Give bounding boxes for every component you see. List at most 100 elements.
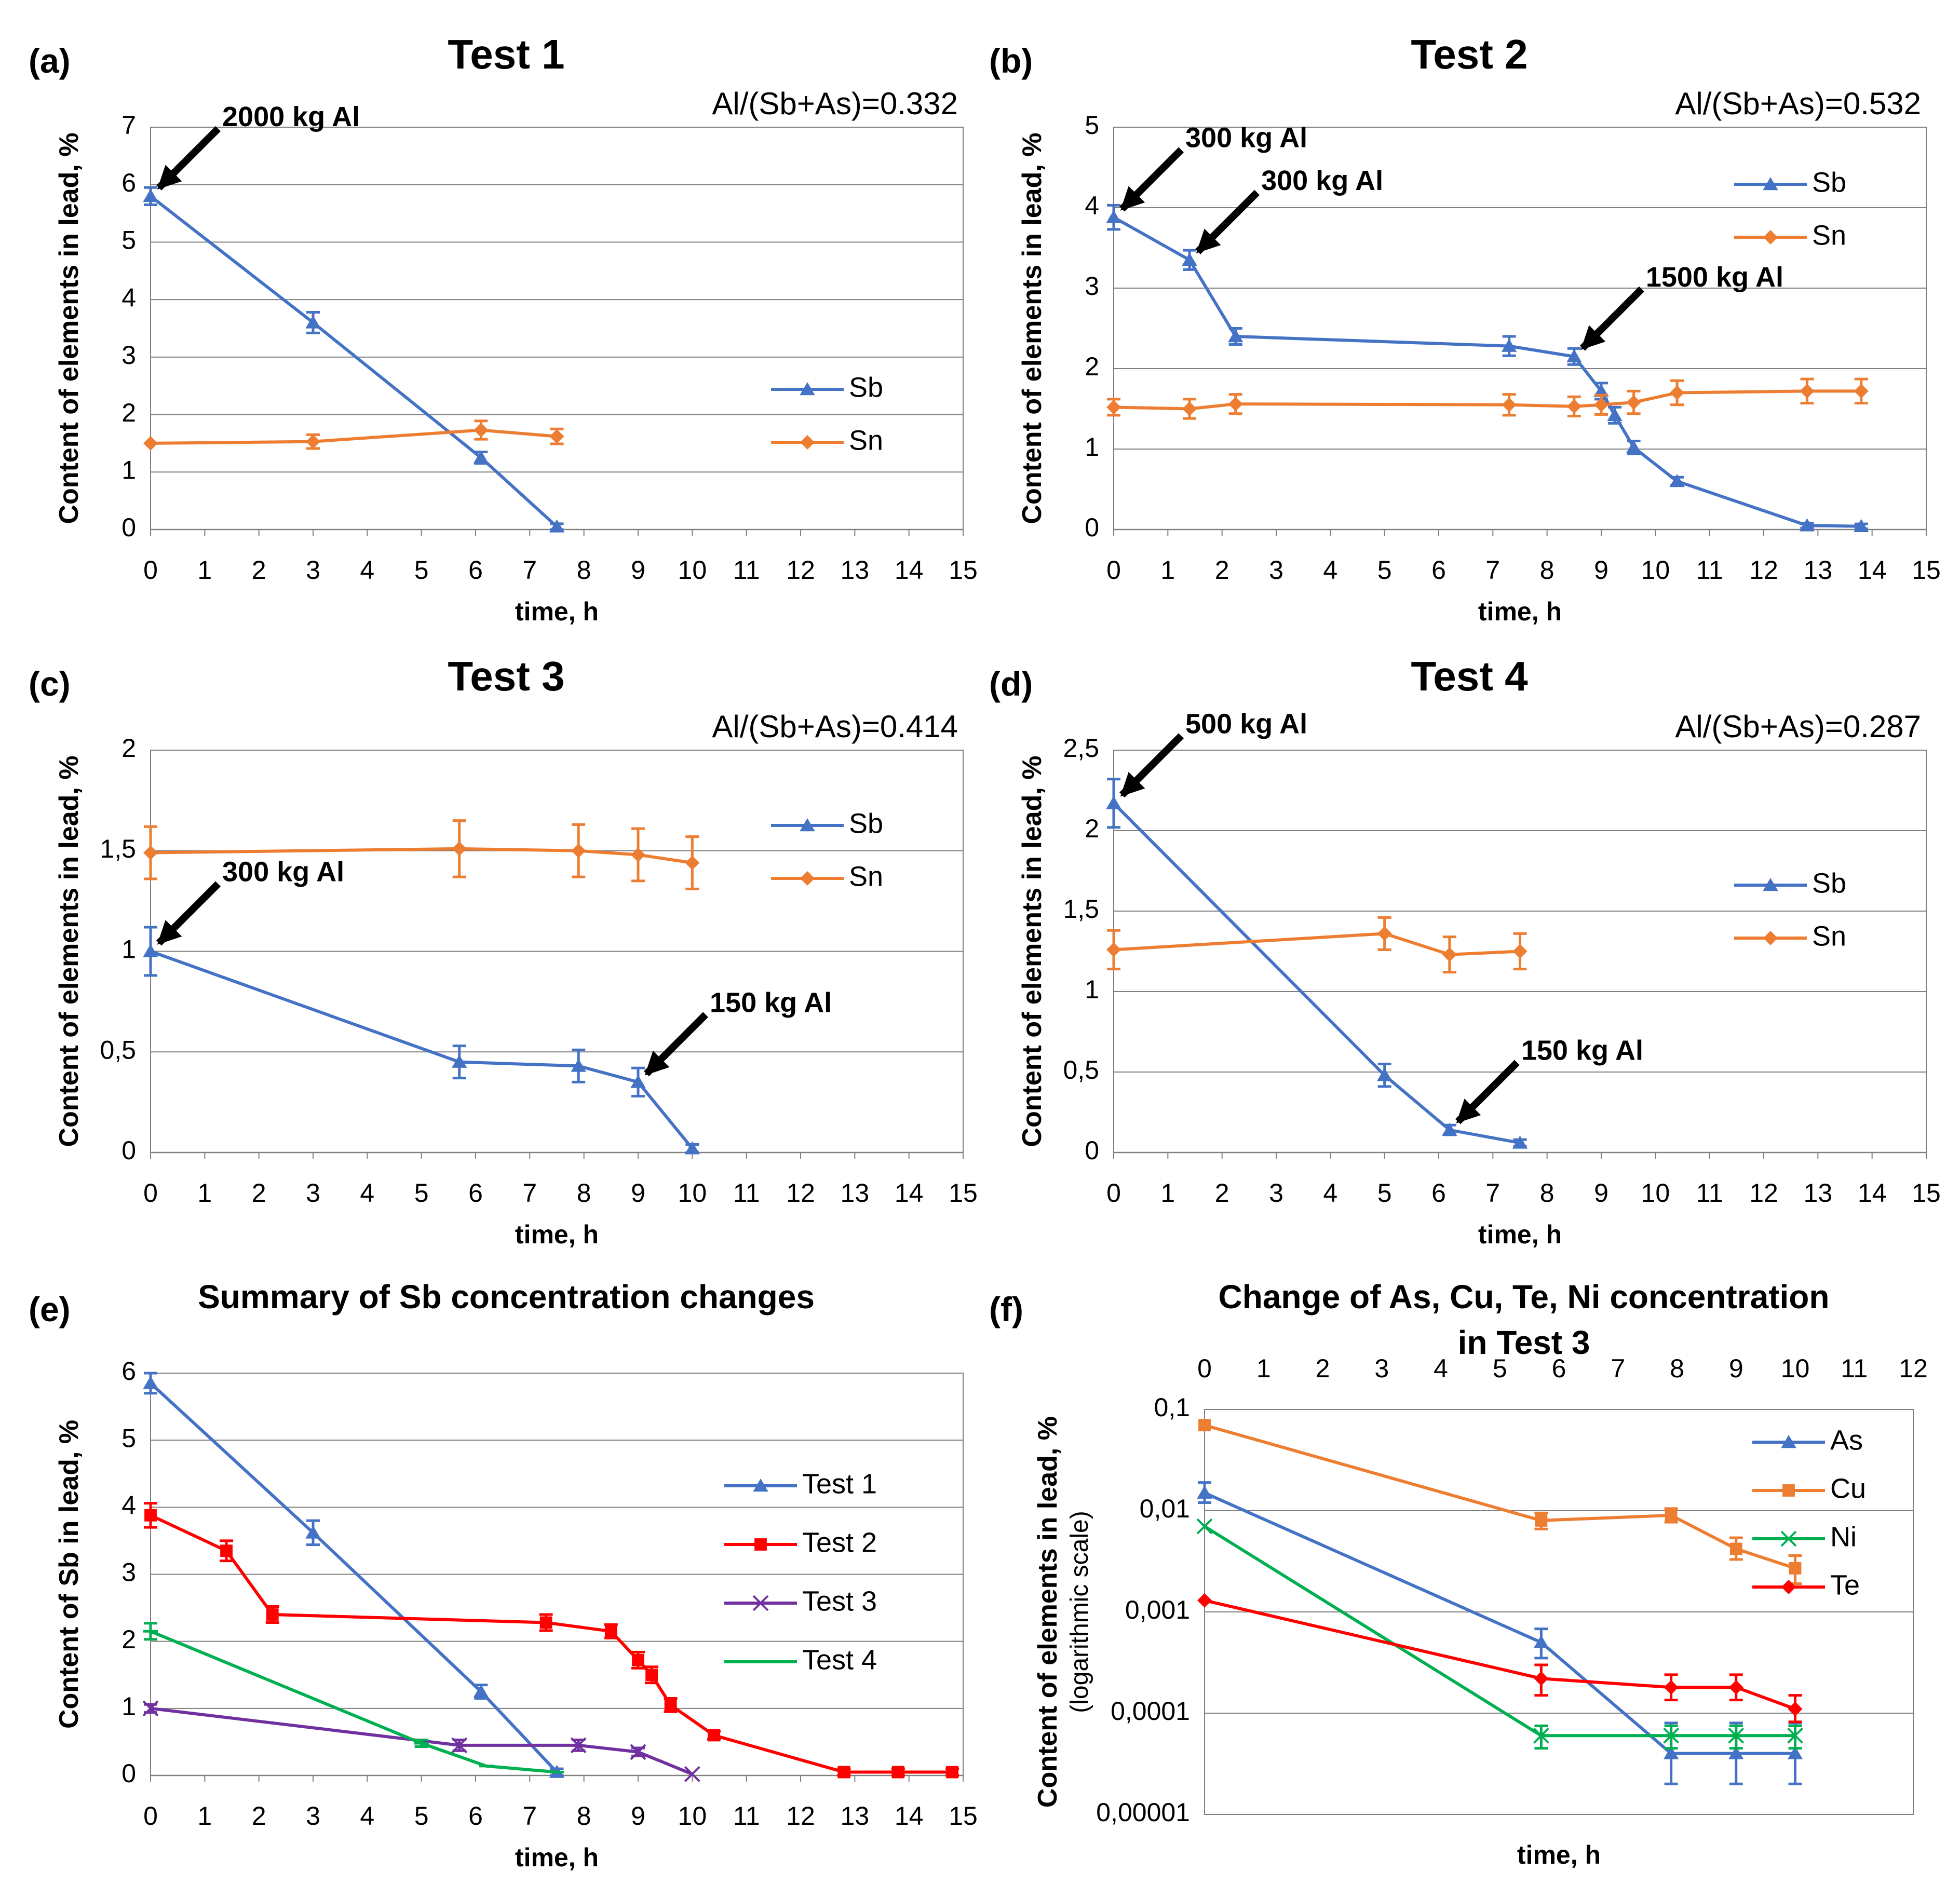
data-point	[143, 188, 158, 202]
x-axis-label: time, h	[515, 1220, 599, 1249]
x-tick-label: 1	[197, 1801, 212, 1830]
data-point	[143, 944, 158, 957]
annotation-arrow	[156, 126, 221, 191]
data-point	[891, 1766, 904, 1779]
x-tick-label: 8	[577, 1178, 591, 1208]
x-tick-label: 3	[1269, 555, 1283, 585]
ratio-label: Al/(Sb+As)=0.332	[712, 86, 958, 121]
data-point	[1197, 1485, 1212, 1499]
data-point	[1182, 252, 1197, 266]
x-tick-label: 6	[468, 1801, 483, 1830]
chart-title: Test 4	[1411, 653, 1528, 699]
data-point	[1728, 1727, 1745, 1744]
legend-marker	[752, 1595, 769, 1611]
data-point	[645, 1669, 658, 1681]
x-tick-label: 4	[1434, 1354, 1448, 1383]
data-point	[1376, 1068, 1393, 1081]
data-point	[474, 423, 489, 438]
y-tick-label: 0,01	[1140, 1494, 1190, 1523]
data-point	[1626, 395, 1641, 410]
y-tick-label: 0,0001	[1111, 1697, 1190, 1726]
data-point	[549, 429, 564, 444]
y-tick-label: 0	[1085, 1136, 1099, 1165]
data-point	[1502, 397, 1517, 412]
series-line	[1204, 1525, 1795, 1738]
data-point	[631, 847, 645, 862]
annotation: 500 kg Al	[1119, 708, 1307, 798]
y-axis-label: Content of elements in lead, %	[1017, 755, 1047, 1147]
data-point	[1800, 384, 1815, 399]
data-point	[539, 1616, 552, 1629]
annotation-arrow	[1119, 733, 1184, 798]
panel-label: (b)	[989, 42, 1033, 80]
legend-entry: Sn	[771, 425, 883, 456]
x-tick-label: 13	[841, 555, 870, 585]
y-tick-label: 1	[1085, 432, 1099, 462]
x-tick-label: 1	[1256, 1354, 1271, 1383]
legend-label: Test 4	[802, 1644, 877, 1675]
data-point	[1664, 1680, 1679, 1695]
legend-entry: Te	[1752, 1569, 1860, 1601]
x-tick-label: 5	[1377, 1178, 1392, 1208]
data-point	[143, 1376, 158, 1389]
data-point	[684, 1766, 700, 1782]
x-tick-label: 15	[1912, 555, 1941, 585]
y-tick-label: 6	[121, 1357, 136, 1386]
data-point	[632, 1653, 644, 1666]
legend-label: Sb	[1812, 167, 1846, 198]
data-point	[630, 1744, 646, 1760]
x-tick-label: 10	[678, 555, 707, 585]
y-tick-label: 5	[121, 226, 136, 255]
series-line	[1112, 802, 1521, 1145]
y-tick-label: 1	[121, 935, 136, 964]
x-tick-label: 9	[631, 555, 645, 585]
x-tick-label: 13	[1804, 1178, 1833, 1208]
data-point	[452, 841, 467, 856]
annotation: 150 kg Al	[644, 987, 832, 1077]
data-point	[266, 1608, 279, 1621]
legend-label: Sb	[849, 372, 883, 403]
x-tick-label: 14	[1858, 555, 1887, 585]
plot-area	[150, 127, 964, 530]
data-point	[1535, 1514, 1548, 1527]
series-line	[149, 1382, 558, 1773]
x-tick-label: 12	[1749, 1178, 1778, 1208]
x-tick-label: 0	[143, 1178, 158, 1208]
y-tick-label: 3	[121, 341, 136, 370]
x-tick-label: 3	[1374, 1354, 1389, 1383]
x-tick-label: 0	[143, 555, 158, 585]
legend-marker	[800, 818, 815, 832]
data-point	[1728, 1680, 1743, 1695]
series-sn	[1106, 377, 1869, 420]
data-point	[1198, 1419, 1211, 1432]
annotation: 300 kg Al	[1119, 123, 1307, 212]
series-line	[150, 195, 558, 528]
legend-marker	[1763, 931, 1778, 945]
y-tick-label: 4	[121, 1491, 136, 1520]
y-tick-label: 3	[1085, 272, 1099, 301]
x-tick-label: 2	[252, 1178, 266, 1208]
data-point	[306, 434, 320, 449]
y-tick-label: 0,00001	[1096, 1798, 1190, 1827]
x-tick-label: 4	[1323, 555, 1337, 585]
data-point	[1799, 518, 1815, 532]
data-point	[1626, 440, 1642, 454]
data-point	[1533, 1727, 1549, 1744]
y-tick-label: 4	[1085, 191, 1099, 220]
data-point	[1196, 1518, 1213, 1535]
legend-marker	[1781, 1580, 1796, 1594]
data-point	[452, 1054, 467, 1068]
x-tick-label: 9	[1594, 1178, 1608, 1208]
x-tick-label: 15	[949, 1178, 978, 1208]
y-axis-label: Content of elements in lead, %	[1017, 132, 1047, 524]
data-point	[571, 843, 586, 858]
legend-marker	[1780, 1530, 1797, 1547]
legend-marker	[800, 435, 815, 450]
chart-panel-3: 00,511,522,50 1 2 3 4 5 6 7 8 9 10 11 12 13 14 15time, …	[989, 653, 1941, 1249]
x-tick-label: 0	[1197, 1354, 1212, 1383]
panel-label: (e)	[29, 1290, 71, 1328]
series-sn	[143, 819, 700, 890]
x-tick-label: 13	[1804, 555, 1833, 585]
